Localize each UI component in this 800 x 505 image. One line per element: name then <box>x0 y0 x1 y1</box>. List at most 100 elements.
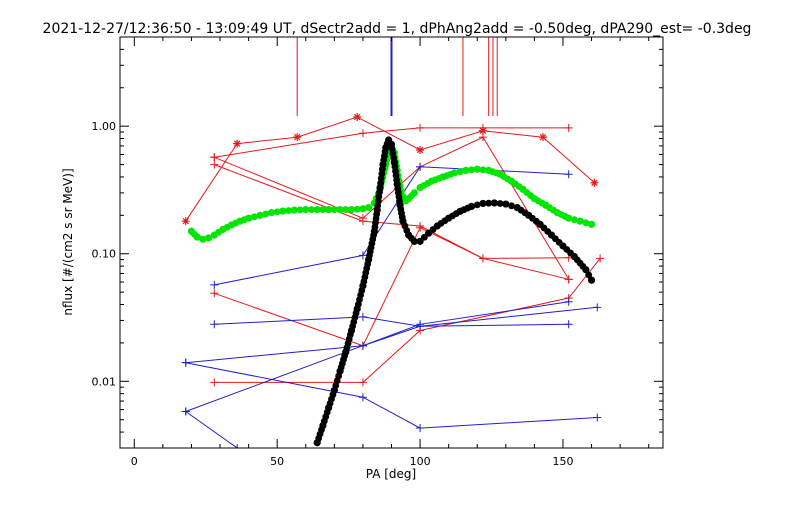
series-line-7 <box>214 316 569 327</box>
data-point <box>302 205 310 214</box>
data-point-fill <box>561 212 569 220</box>
data-point <box>365 203 373 212</box>
data-point <box>564 123 573 132</box>
data-point-fill <box>330 206 338 213</box>
data-point-fill <box>504 175 512 183</box>
data-point-fill <box>240 216 248 224</box>
data-point-fill <box>308 206 315 213</box>
data-point-fill <box>429 226 437 233</box>
data-point <box>564 275 573 284</box>
data-point-fill <box>473 201 481 209</box>
data-point-fill <box>190 230 198 238</box>
data-point-fill <box>352 309 360 317</box>
data-point-fill <box>408 192 415 200</box>
x-tick-label: 100 <box>410 455 431 468</box>
series-line-9 <box>185 301 569 412</box>
data-point-fill <box>358 287 366 294</box>
data-point-fill <box>424 179 432 187</box>
data-point-fill <box>319 206 327 213</box>
data-point-fill <box>373 210 381 218</box>
chart-title: 2021-12-27/12:36:50 - 13:09:49 UT, dSect… <box>43 21 752 37</box>
data-point <box>416 424 425 433</box>
data-point-fill <box>378 165 386 173</box>
data-point <box>490 199 498 207</box>
data-point-fill <box>370 231 377 239</box>
y-tick-label: 1.00 <box>92 120 117 133</box>
data-point-fill <box>521 209 529 217</box>
y-axis-label: nflux [#/(cm2 s sr MeV)] <box>61 168 75 315</box>
data-point-fill <box>485 199 493 207</box>
data-point-fill <box>396 197 403 205</box>
data-point-fill <box>223 223 231 231</box>
data-point-fill <box>250 213 258 221</box>
data-point-fill <box>452 210 460 218</box>
data-point-fill <box>582 219 590 227</box>
data-point <box>478 133 487 142</box>
data-point-fill <box>341 352 349 360</box>
series-line-10 <box>185 362 598 429</box>
y-tick-label: 0.10 <box>92 248 117 261</box>
data-point <box>256 211 264 219</box>
data-point <box>359 205 367 213</box>
data-point <box>479 199 487 208</box>
data-point-fill <box>318 426 325 434</box>
data-point-fill <box>329 391 337 399</box>
data-point <box>564 320 573 329</box>
series-line-4 <box>214 258 601 383</box>
data-point-fill <box>262 210 270 218</box>
data-point <box>416 146 425 155</box>
data-point-fill <box>364 260 372 268</box>
data-point-fill <box>353 205 361 213</box>
data-point <box>593 303 602 312</box>
data-point <box>233 444 242 448</box>
series-5 <box>210 123 573 162</box>
data-point-fill <box>398 213 406 221</box>
data-point-fill <box>420 233 428 241</box>
data-point-fill <box>435 174 443 182</box>
data-point <box>358 393 367 402</box>
data-point-fill <box>285 207 293 214</box>
data-point <box>416 320 425 329</box>
series-11 <box>181 407 242 448</box>
data-point-fill <box>464 204 472 212</box>
data-point <box>210 160 219 169</box>
data-point-fill <box>323 408 331 416</box>
data-point <box>267 209 276 217</box>
data-point-fill <box>508 202 515 210</box>
data-point-fill <box>296 206 304 214</box>
data-point-fill <box>571 216 578 224</box>
data-point <box>313 205 321 214</box>
series-line-11 <box>185 411 238 448</box>
data-point-fill <box>232 219 240 227</box>
data-point-fill <box>555 238 563 246</box>
data-point <box>293 133 302 142</box>
data-point <box>325 205 333 214</box>
x-tick-label: 50 <box>270 455 284 468</box>
data-point <box>210 153 219 162</box>
data-point <box>181 407 190 416</box>
data-point <box>336 205 344 214</box>
data-point-fill <box>403 227 411 234</box>
data-point-fill <box>383 140 391 148</box>
data-point-fill <box>441 217 449 225</box>
data-point <box>204 234 213 242</box>
data-point <box>596 254 605 263</box>
data-point <box>416 162 425 171</box>
data-point <box>358 378 367 387</box>
data-point-fill <box>408 234 415 242</box>
data-point <box>279 207 287 215</box>
data-point-fill <box>496 200 504 207</box>
series-13 <box>313 136 596 447</box>
data-point <box>587 220 596 228</box>
data-point <box>564 297 573 306</box>
data-point-fill <box>376 188 383 196</box>
data-point <box>587 276 596 284</box>
series-6 <box>210 162 573 289</box>
data-point-fill <box>479 166 487 174</box>
data-point-fill <box>456 168 464 176</box>
data-point-fill <box>527 192 534 199</box>
data-point <box>181 358 190 367</box>
data-point-fill <box>390 154 398 162</box>
data-point-fill <box>393 176 401 184</box>
data-point <box>181 217 190 226</box>
